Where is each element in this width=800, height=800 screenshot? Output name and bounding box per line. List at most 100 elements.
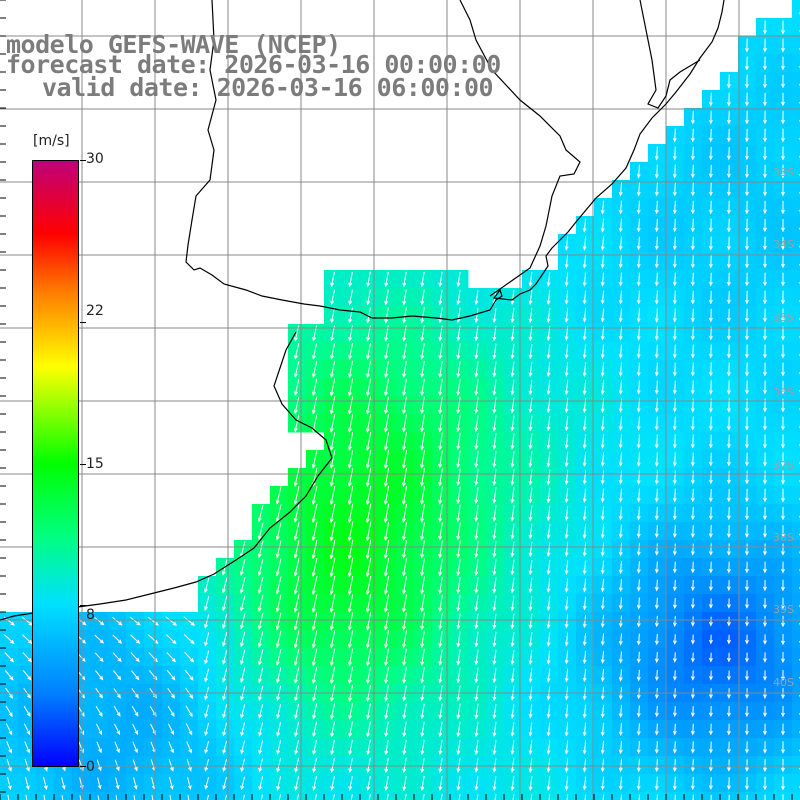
wind-arrow	[546, 560, 551, 575]
wind-arrow	[24, 776, 30, 791]
wind-arrow	[672, 164, 677, 179]
wind-arrow	[528, 451, 533, 468]
wind-arrow	[636, 452, 641, 467]
wind-arrow	[600, 758, 605, 773]
wind-arrow	[564, 722, 569, 737]
wind-arrow	[636, 651, 641, 664]
wind-arrow	[564, 469, 569, 486]
wind-arrow	[294, 776, 300, 791]
wind-arrow	[96, 759, 102, 772]
wind-arrow	[690, 598, 695, 609]
wind-arrow	[133, 795, 136, 800]
wind-arrow	[781, 380, 785, 395]
wind-arrow	[672, 616, 677, 628]
wind-arrow	[165, 616, 178, 626]
wind-arrow	[564, 650, 569, 665]
wind-arrow	[348, 776, 353, 791]
wind-arrow	[366, 360, 372, 379]
wind-arrow	[708, 670, 713, 681]
wind-arrow	[672, 272, 677, 287]
wind-arrow	[257, 631, 264, 648]
wind-arrow	[762, 416, 767, 431]
wind-arrow	[474, 776, 479, 791]
wind-arrow	[404, 793, 407, 800]
wind-arrow	[402, 594, 408, 613]
wind-arrow	[492, 415, 497, 432]
wind-arrow	[708, 200, 713, 215]
wind-arrow	[402, 432, 408, 451]
wind-arrow	[458, 794, 461, 800]
wind-arrow	[528, 631, 533, 648]
wind-arrow	[510, 379, 515, 396]
wind-arrow	[5, 723, 13, 736]
wind-arrow	[402, 271, 407, 288]
wind-cell	[792, 0, 800, 19]
wind-arrow	[708, 380, 713, 395]
wind-arrow	[654, 525, 659, 539]
wind-cell	[792, 576, 800, 595]
wind-arrow	[690, 759, 695, 772]
wind-arrow	[690, 670, 695, 681]
wind-arrow	[494, 794, 497, 800]
wind-cell	[792, 108, 800, 127]
wind-arrow	[275, 558, 282, 577]
wind-arrow	[781, 470, 785, 485]
wind-arrow	[456, 739, 461, 756]
wind-arrow	[348, 289, 353, 306]
wind-arrow	[582, 308, 587, 323]
wind-arrow	[456, 703, 461, 720]
wind-arrow	[438, 343, 443, 360]
wind-arrow	[781, 741, 785, 754]
wind-arrow	[7, 794, 10, 800]
wind-arrow	[618, 218, 623, 233]
wind-arrow	[781, 344, 785, 359]
colorbar-tick-label: 15	[86, 456, 104, 472]
wind-arrow	[311, 576, 318, 595]
wind-arrow	[492, 631, 497, 648]
wind-arrow	[293, 648, 300, 667]
wind-arrow	[402, 757, 407, 774]
wind-arrow	[474, 486, 479, 505]
wind-arrow	[438, 361, 443, 378]
wind-arrow	[456, 540, 461, 559]
wind-cell	[792, 612, 800, 631]
wind-arrow	[744, 38, 749, 53]
wind-arrow	[618, 272, 623, 287]
wind-arrow	[456, 432, 461, 451]
wind-arrow	[636, 776, 641, 791]
wind-arrow	[384, 721, 389, 738]
wind-arrow	[184, 651, 195, 663]
wind-arrow	[618, 669, 623, 682]
wind-arrow	[690, 308, 695, 323]
wind-arrow	[763, 670, 767, 681]
wind-arrow	[257, 522, 264, 541]
wind-arrow	[762, 759, 767, 773]
wind-arrow	[492, 776, 497, 791]
coastline-outline	[185, 0, 725, 321]
wind-arrow	[584, 794, 587, 800]
colorbar-tickmark	[80, 160, 86, 161]
wind-arrow	[510, 649, 515, 666]
wind-arrow	[636, 633, 641, 646]
wind-arrow	[402, 378, 407, 397]
wind-cell	[792, 630, 800, 649]
wind-arrow	[330, 307, 336, 324]
wind-arrow	[510, 343, 515, 360]
wind-arrow	[708, 777, 713, 790]
wind-arrow	[311, 486, 318, 505]
wind-arrow	[528, 433, 533, 450]
wind-arrow	[510, 668, 515, 684]
wind-arrow	[636, 236, 641, 251]
wind-arrow	[582, 758, 587, 773]
wind-arrow	[762, 182, 767, 197]
wind-arrow	[618, 398, 623, 413]
wind-arrow	[240, 704, 246, 719]
wind-arrow	[744, 506, 749, 521]
wind-arrow	[278, 794, 282, 800]
wind-cell	[252, 792, 271, 800]
wind-arrow	[546, 415, 551, 432]
wind-arrow	[329, 557, 336, 578]
wind-arrow	[690, 326, 695, 341]
wind-arrow	[690, 741, 695, 754]
wind-arrow	[690, 452, 695, 467]
